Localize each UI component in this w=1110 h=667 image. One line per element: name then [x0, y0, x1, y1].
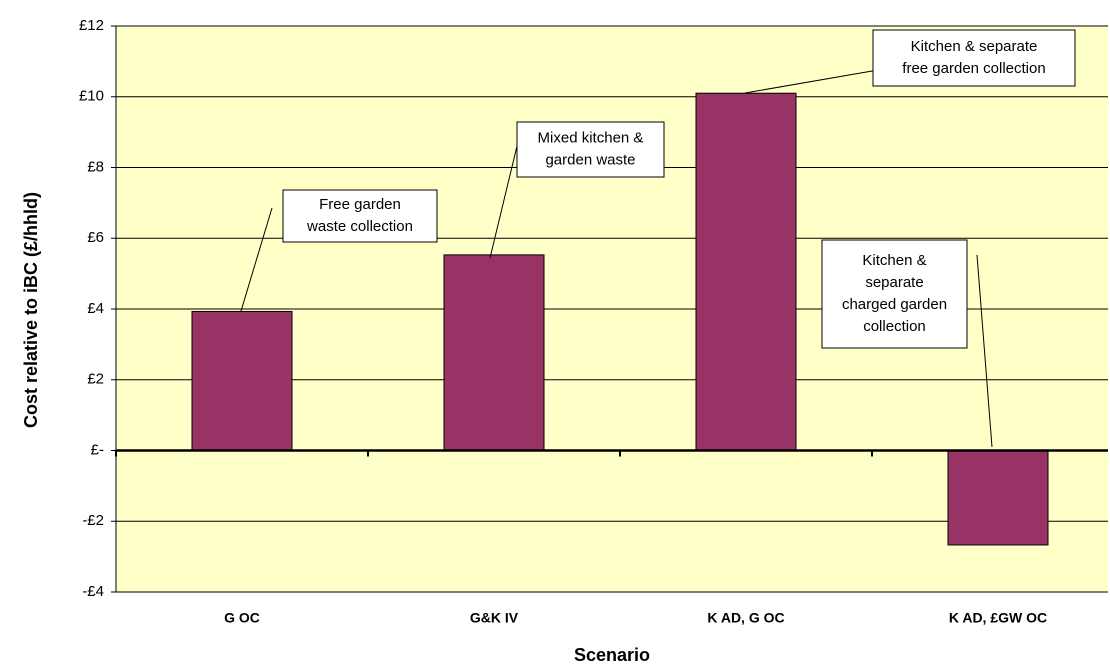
callout-pointer	[240, 207, 273, 312]
callout-box	[821, 239, 968, 349]
x-tick-label: K AD, £GW OC	[949, 610, 1047, 626]
bar	[191, 310, 293, 451]
y-tick-label: £12	[79, 17, 104, 34]
callout-box	[516, 121, 665, 178]
y-tick-label: -£4	[82, 583, 104, 600]
callout-pointer	[489, 141, 519, 259]
bar	[695, 92, 797, 452]
bar	[443, 254, 545, 451]
callout-text: garden waste	[545, 151, 635, 168]
y-tick-label: -£2	[82, 512, 104, 529]
callout-text: collection	[863, 318, 926, 335]
y-tick-label: £8	[87, 158, 104, 175]
callout-text: free garden collection	[902, 60, 1045, 77]
callout-box	[282, 189, 438, 243]
callout-text: separate	[865, 274, 923, 291]
x-tick-label: G&K IV	[470, 610, 519, 626]
y-axis-title: Cost relative to iBC (£/hhld)	[21, 192, 41, 428]
callout-text: Kitchen &	[862, 252, 926, 269]
y-tick-label: £10	[79, 88, 104, 105]
bar	[947, 450, 1049, 546]
callout-pointer	[976, 254, 993, 448]
y-tick-label: £4	[87, 300, 104, 317]
x-tick-label: K AD, G OC	[707, 610, 784, 626]
y-tick-label: £6	[87, 229, 104, 246]
x-tick-label: G OC	[224, 610, 260, 626]
callout-text: charged garden	[842, 296, 947, 313]
y-tick-label: £-	[91, 441, 104, 458]
callout-pointer	[744, 69, 879, 94]
callout-text: Kitchen & separate	[911, 38, 1038, 55]
callout-box	[872, 29, 1076, 87]
callout-text: Mixed kitchen &	[538, 129, 644, 146]
callout-text: Free garden	[319, 196, 401, 213]
x-axis-title: Scenario	[574, 645, 650, 665]
callout-text: waste collection	[306, 218, 413, 235]
y-tick-label: £2	[87, 371, 104, 388]
